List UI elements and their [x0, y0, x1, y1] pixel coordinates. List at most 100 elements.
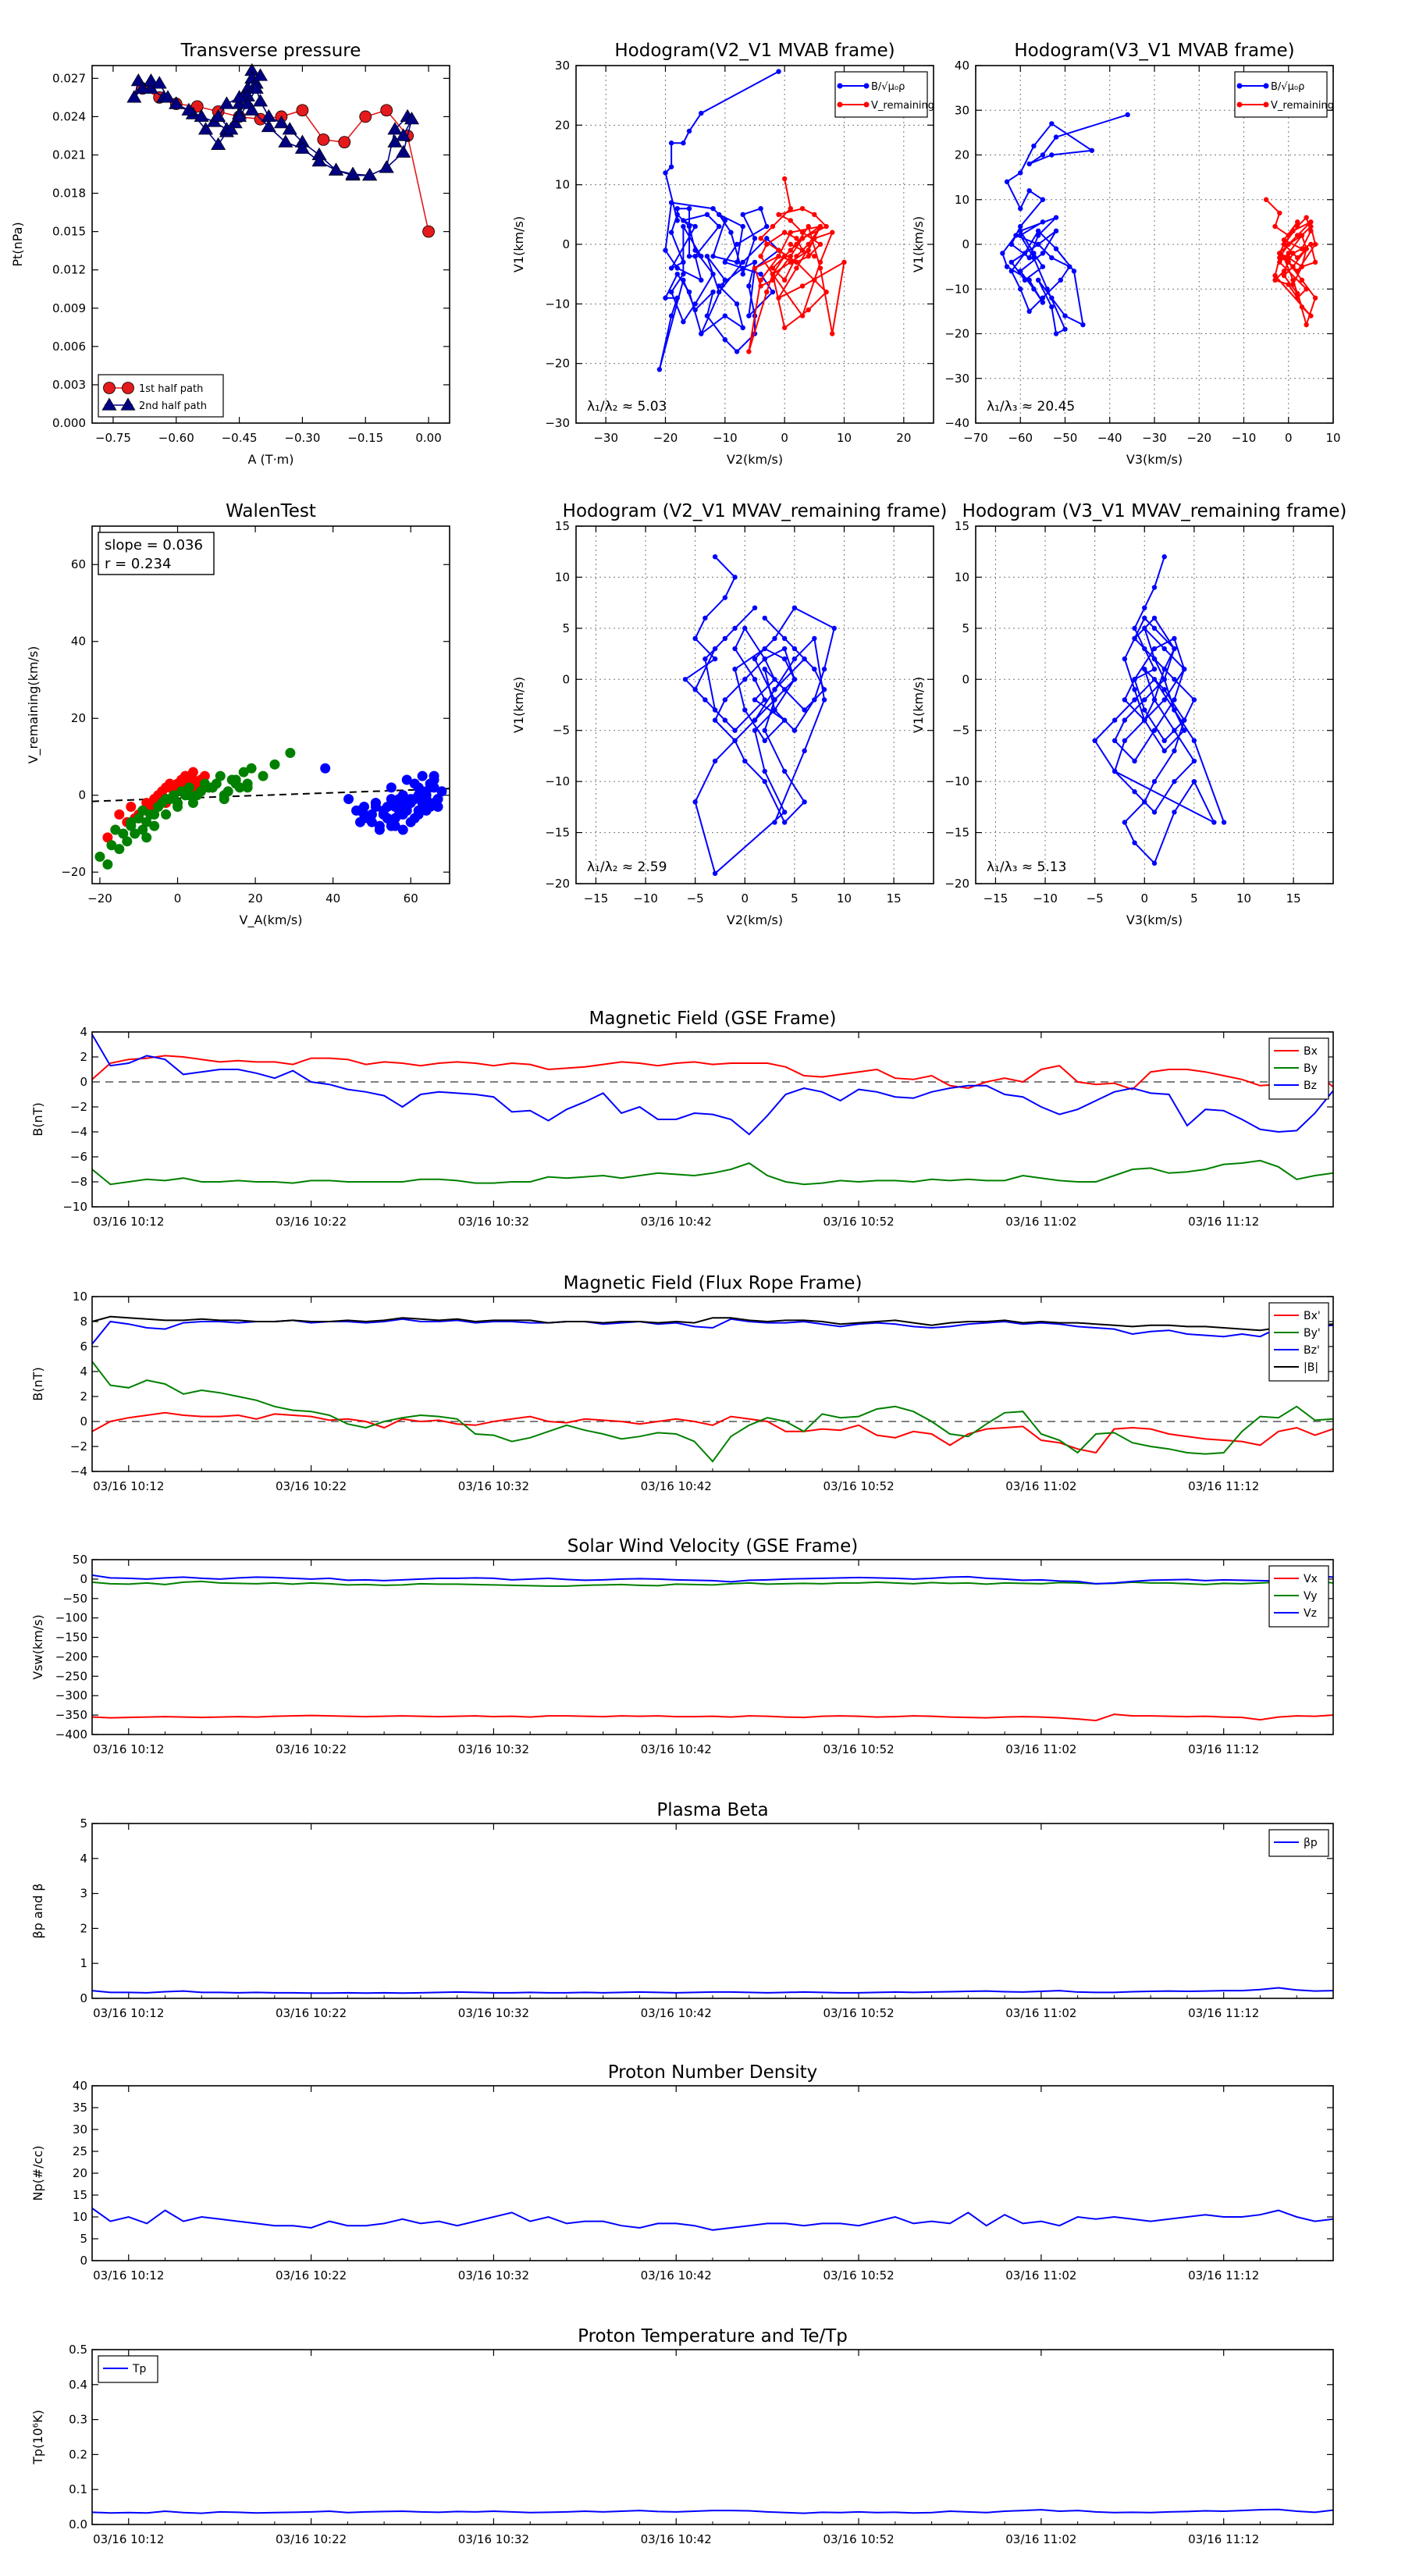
data-point: [169, 96, 184, 109]
x-tick-label: −0.60: [158, 431, 194, 445]
data-point: [1304, 246, 1309, 251]
data-point: [776, 254, 781, 259]
y-tick-label: 10: [555, 178, 570, 192]
data-point: [422, 225, 435, 238]
data-point: [799, 247, 806, 253]
data-point: [1151, 778, 1158, 785]
data-point: [320, 763, 331, 774]
data-point: [734, 241, 740, 247]
data-point: [387, 134, 403, 148]
x-tick-label: 03/16 11:02: [1005, 1479, 1076, 1493]
plot-frame: [91, 2085, 1334, 2261]
data-point: [1191, 697, 1197, 703]
y-axis-label: V1(km/s): [511, 216, 526, 272]
data-point: [692, 301, 698, 307]
data-point: [1277, 254, 1282, 261]
x-tick-label: 0: [1141, 891, 1149, 906]
pt-panel: −0.75 −0.60 −0.45 −0.30 −0.15 0.00 0.000 0.003 0…: [10, 41, 450, 467]
data-point: [1062, 326, 1068, 332]
data-point: [781, 646, 788, 652]
x-tick-label: 03/16 10:22: [276, 2532, 347, 2546]
legend-box: [1234, 71, 1328, 118]
data-point: [1290, 264, 1296, 269]
data-point: [1312, 241, 1318, 247]
data-point: [806, 223, 811, 229]
data-point: [663, 247, 668, 253]
y-axis-label: Tp(10⁶K): [30, 2410, 45, 2465]
y-tick-label: 60: [71, 557, 86, 571]
y-tick-label: −150: [55, 1631, 87, 1645]
y-tick-label: 15: [555, 519, 570, 533]
data-point: [686, 289, 692, 295]
data-point: [668, 200, 674, 205]
data-point: [732, 575, 738, 580]
x-tick-label: −5: [687, 891, 704, 906]
x-tick-label: −5: [1087, 891, 1104, 906]
data-point: [740, 223, 745, 229]
data-point: [1281, 272, 1287, 279]
data-point: [817, 241, 823, 247]
x-axis-label: V3(km/s): [1126, 452, 1183, 467]
data-point: [762, 738, 767, 743]
data-point: [343, 794, 354, 805]
y-tick-label: −5: [952, 724, 969, 738]
data-point: [704, 212, 710, 218]
legend-marker: [863, 83, 870, 89]
y-tick-label: 10: [955, 193, 969, 207]
data-point: [1112, 738, 1118, 743]
data-point: [1272, 272, 1278, 279]
data-point: [692, 307, 698, 313]
data-point: [387, 122, 403, 135]
y-axis-label: Vsw(km/s): [30, 1614, 45, 1679]
y-tick-label: −20: [545, 357, 570, 371]
data-point: [1031, 286, 1037, 292]
y-tick-label: 0.5: [69, 2343, 87, 2357]
data-point: [674, 265, 680, 271]
data-point: [1304, 322, 1309, 328]
data-point: [1304, 286, 1309, 292]
data-point: [699, 110, 704, 116]
data-point: [794, 254, 799, 259]
x-tick-label: 03/16 10:12: [93, 1479, 164, 1493]
data-point: [823, 289, 829, 295]
data-point: [742, 677, 748, 682]
y-tick-label: 20: [555, 118, 570, 132]
data-point: [1295, 290, 1300, 297]
data-point: [686, 128, 692, 134]
data-point: [362, 813, 373, 824]
data-point: [1191, 778, 1197, 785]
data-point: [663, 295, 668, 301]
data-point: [674, 212, 680, 218]
data-point: [1263, 197, 1269, 202]
y-tick-label: 15: [73, 2188, 87, 2202]
data-point: [722, 218, 728, 223]
data-point: [1286, 251, 1291, 256]
data-point: [1142, 615, 1147, 621]
data-point: [722, 277, 728, 283]
y-tick-label: −350: [55, 1708, 87, 1722]
y-axis-label: Np(#/cc): [30, 2146, 45, 2201]
data-point: [734, 259, 740, 265]
data-point: [417, 770, 428, 781]
data-point: [1035, 233, 1041, 238]
data-point: [242, 782, 253, 793]
data-point: [758, 206, 763, 212]
x-tick-label: 03/16 10:12: [93, 2268, 164, 2282]
data-point: [1040, 295, 1046, 301]
y-tick-label: 10: [73, 1290, 87, 1304]
data-point: [1040, 152, 1046, 158]
data-point: [752, 236, 758, 241]
y-axis-label: Pt(nPa): [10, 222, 25, 266]
data-point: [1142, 707, 1147, 713]
data-point: [772, 707, 777, 713]
data-point: [712, 870, 718, 877]
data-point: [211, 137, 226, 151]
legend-marker: [1263, 101, 1269, 108]
data-point: [742, 625, 748, 632]
y-tick-label: 0.021: [52, 148, 86, 162]
data-point: [1172, 748, 1177, 754]
x-tick-label: 03/16 10:22: [276, 1742, 347, 1756]
data-point: [812, 667, 817, 672]
vsw-panel: −400 −350 −300 −250 −200 −150 −100 −50 0 50 03/16 …: [30, 1536, 1334, 1756]
chart-title: Magnetic Field (GSE Frame): [589, 1009, 837, 1029]
